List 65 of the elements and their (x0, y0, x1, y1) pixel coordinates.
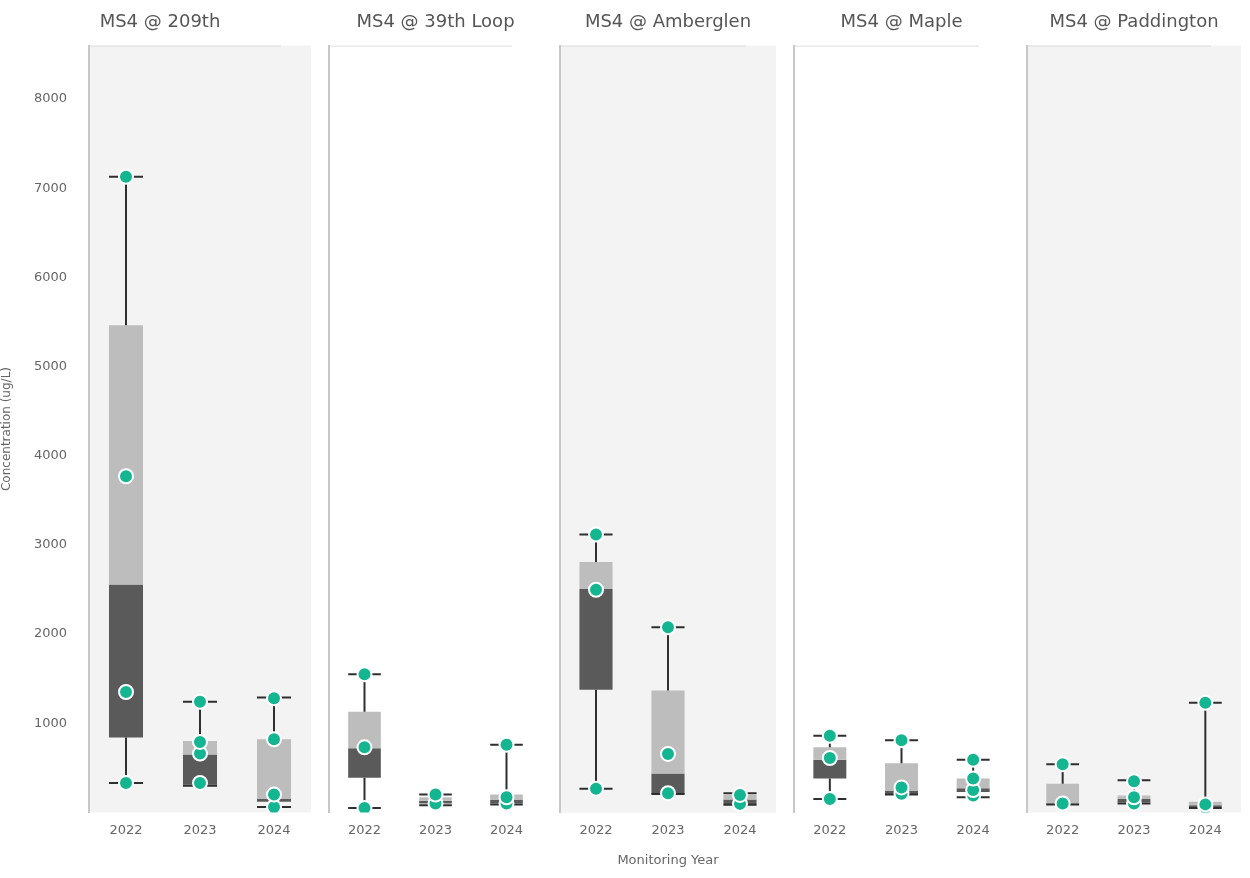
x-tick-label: 2022 (347, 821, 382, 837)
point (118, 168, 134, 185)
point (732, 786, 748, 803)
chart-title: MS4 @ Paddington (1049, 10, 1219, 32)
y-tick-label: 7000 (33, 179, 67, 195)
x-tick-label: 2023 (651, 821, 685, 837)
point (498, 736, 515, 753)
chart-title: MS4 @ 209th (99, 10, 221, 32)
y-tick-label: 1000 (33, 714, 67, 730)
point (356, 666, 373, 683)
x-tick-label: 2022 (579, 821, 613, 837)
y-tick-label: 6000 (33, 268, 67, 284)
point (588, 780, 604, 797)
x-tick-label: 2022 (1046, 821, 1080, 837)
point (893, 732, 910, 749)
y-tick-label: 3000 (33, 536, 67, 552)
point (1054, 795, 1071, 812)
point (266, 690, 282, 707)
point (192, 693, 208, 710)
point (660, 745, 676, 762)
x-tick-label: 2023 (1117, 821, 1151, 837)
point (266, 799, 282, 813)
y-tick-label: 8000 (33, 90, 67, 106)
point (118, 684, 134, 701)
point (821, 727, 838, 744)
chart-title: MS4 @ 39th Loop (356, 10, 515, 32)
y-tick-label: 4000 (33, 447, 67, 463)
x-tick-label: 2024 (723, 821, 757, 837)
point (118, 468, 134, 485)
chart-title: MS4 @ Maple (840, 10, 963, 32)
point (356, 799, 373, 813)
chart-title: MS4 @ Amberglen (584, 10, 752, 32)
x-tick-label: 2024 (257, 821, 291, 837)
x-tick-label: 2023 (884, 821, 919, 837)
point (660, 785, 676, 802)
point (660, 619, 676, 636)
point (356, 739, 373, 756)
y-tick-label: 2000 (33, 625, 67, 641)
x-tick-label: 2023 (418, 821, 453, 837)
y-tick-label: 5000 (33, 357, 67, 373)
x-tick-label: 2024 (489, 821, 524, 837)
y-axis-title: Concentration (ug/L) (0, 366, 14, 492)
x-tick-label: 2022 (109, 821, 143, 837)
x-axis-title: Monitoring Year (617, 851, 720, 867)
point (1197, 694, 1214, 711)
point (965, 751, 982, 768)
point (266, 786, 282, 803)
point (266, 731, 282, 748)
x-tick-label: 2023 (183, 821, 217, 837)
point (1126, 773, 1142, 790)
x-tick-label: 2024 (956, 821, 990, 837)
point (893, 779, 910, 796)
point (965, 770, 982, 787)
point (1054, 756, 1071, 773)
point (427, 786, 444, 803)
point (192, 733, 208, 750)
point (1126, 789, 1142, 806)
point (588, 581, 604, 598)
point (821, 750, 838, 767)
point (118, 774, 134, 791)
point (498, 789, 515, 806)
x-tick-label: 2022 (813, 821, 847, 837)
point (588, 526, 604, 543)
point (192, 774, 208, 791)
x-tick-label: 2024 (1188, 821, 1222, 837)
